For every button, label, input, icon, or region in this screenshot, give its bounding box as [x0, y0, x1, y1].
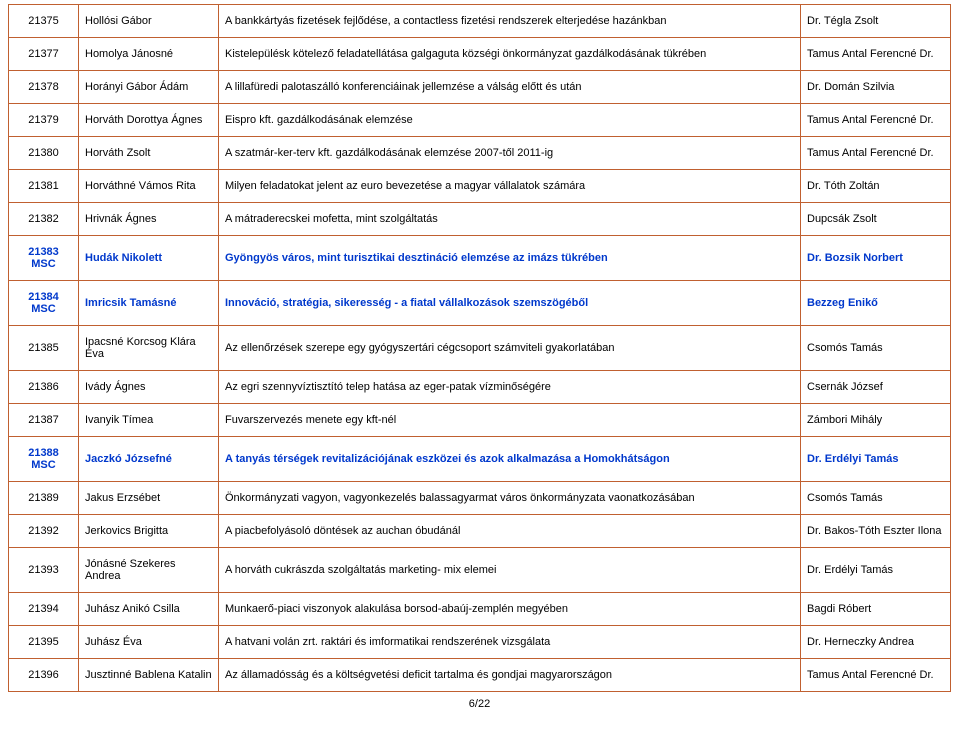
row-name: Ipacsné Korcsog Klára Éva: [79, 326, 219, 371]
row-name: Jónásné Szekeres Andrea: [79, 548, 219, 593]
row-id: 21375: [9, 5, 79, 38]
row-name: Horváth Zsolt: [79, 137, 219, 170]
table-row: 21387Ivanyik TímeaFuvarszervezés menete …: [9, 404, 951, 437]
row-name: Hollósi Gábor: [79, 5, 219, 38]
row-title: A hatvani volán zrt. raktári és imformat…: [219, 626, 801, 659]
row-title: A bankkártyás fizetések fejlődése, a con…: [219, 5, 801, 38]
row-name: Horányi Gábor Ádám: [79, 71, 219, 104]
table-row: 21377Homolya JánosnéKistelepülésk kötele…: [9, 38, 951, 71]
row-supervisor: Dr. Tóth Zoltán: [801, 170, 951, 203]
row-name: Jakus Erzsébet: [79, 482, 219, 515]
row-supervisor: Tamus Antal Ferencné Dr.: [801, 104, 951, 137]
row-supervisor: Tamus Antal Ferencné Dr.: [801, 659, 951, 692]
table-row: 21389Jakus ErzsébetÖnkormányzati vagyon,…: [9, 482, 951, 515]
row-name: Jaczkó Józsefné: [79, 437, 219, 482]
row-name: Juhász Éva: [79, 626, 219, 659]
row-title: Az ellenőrzések szerepe egy gyógyszertár…: [219, 326, 801, 371]
row-id: 21394: [9, 593, 79, 626]
table-row: 21381Horváthné Vámos RitaMilyen feladato…: [9, 170, 951, 203]
row-supervisor: Dr. Bozsik Norbert: [801, 236, 951, 281]
row-supervisor: Dr. Erdélyi Tamás: [801, 548, 951, 593]
row-supervisor: Dr. Herneczky Andrea: [801, 626, 951, 659]
table-row: 21382Hrivnák ÁgnesA mátraderecskei mofet…: [9, 203, 951, 236]
row-id: 21393: [9, 548, 79, 593]
row-name: Juhász Anikó Csilla: [79, 593, 219, 626]
row-title: Az államadósság és a költségvetési defic…: [219, 659, 801, 692]
row-id: 21381: [9, 170, 79, 203]
row-title: A lillafüredi palotaszálló konferenciáin…: [219, 71, 801, 104]
page-number: 6/22: [8, 698, 951, 710]
table-row: 21380Horváth ZsoltA szatmár-ker-terv kft…: [9, 137, 951, 170]
row-id: 21382: [9, 203, 79, 236]
row-name: Imricsik Tamásné: [79, 281, 219, 326]
row-title: A tanyás térségek revitalizációjának esz…: [219, 437, 801, 482]
row-supervisor: Csernák József: [801, 371, 951, 404]
row-title: A szatmár-ker-terv kft. gazdálkodásának …: [219, 137, 801, 170]
row-title: A mátraderecskei mofetta, mint szolgálta…: [219, 203, 801, 236]
row-title: Eispro kft. gazdálkodásának elemzése: [219, 104, 801, 137]
row-name: Homolya Jánosné: [79, 38, 219, 71]
table-row: 21379Horváth Dorottya ÁgnesEispro kft. g…: [9, 104, 951, 137]
row-name: Hudák Nikolett: [79, 236, 219, 281]
row-supervisor: Dupcsák Zsolt: [801, 203, 951, 236]
row-supervisor: Csomós Tamás: [801, 326, 951, 371]
row-id: 21396: [9, 659, 79, 692]
table-row: 21375Hollósi GáborA bankkártyás fizetése…: [9, 5, 951, 38]
row-title: Önkormányzati vagyon, vagyonkezelés bala…: [219, 482, 801, 515]
row-supervisor: Dr. Domán Szilvia: [801, 71, 951, 104]
table-row: 21394Juhász Anikó CsillaMunkaerő-piaci v…: [9, 593, 951, 626]
row-name: Jerkovics Brigitta: [79, 515, 219, 548]
table-row: 21378Horányi Gábor ÁdámA lillafüredi pal…: [9, 71, 951, 104]
row-title: Milyen feladatokat jelent az euro beveze…: [219, 170, 801, 203]
row-title: A piacbefolyásoló döntések az auchan óbu…: [219, 515, 801, 548]
row-id: 21380: [9, 137, 79, 170]
row-supervisor: Tamus Antal Ferencné Dr.: [801, 137, 951, 170]
row-title: Kistelepülésk kötelező feladatellátása g…: [219, 38, 801, 71]
table-row: 21395Juhász ÉvaA hatvani volán zrt. rakt…: [9, 626, 951, 659]
row-title: Innováció, stratégia, sikeresség - a fia…: [219, 281, 801, 326]
row-id: 21388 MSC: [9, 437, 79, 482]
row-id: 21379: [9, 104, 79, 137]
table-row: 21396Jusztinné Bablena KatalinAz államad…: [9, 659, 951, 692]
row-supervisor: Bezzeg Enikő: [801, 281, 951, 326]
row-supervisor: Zámbori Mihály: [801, 404, 951, 437]
row-title: Fuvarszervezés menete egy kft-nél: [219, 404, 801, 437]
table-row: 21392Jerkovics BrigittaA piacbefolyásoló…: [9, 515, 951, 548]
row-title: Az egri szennyvíztisztító telep hatása a…: [219, 371, 801, 404]
row-supervisor: Dr. Tégla Zsolt: [801, 5, 951, 38]
row-id: 21395: [9, 626, 79, 659]
table-row: 21383 MSCHudák NikolettGyöngyös város, m…: [9, 236, 951, 281]
table-row: 21384 MSCImricsik TamásnéInnováció, stra…: [9, 281, 951, 326]
table-row: 21388 MSCJaczkó JózsefnéA tanyás térsége…: [9, 437, 951, 482]
row-title: Gyöngyös város, mint turisztikai desztin…: [219, 236, 801, 281]
row-supervisor: Csomós Tamás: [801, 482, 951, 515]
row-name: Jusztinné Bablena Katalin: [79, 659, 219, 692]
row-supervisor: Bagdi Róbert: [801, 593, 951, 626]
table-row: 21385Ipacsné Korcsog Klára ÉvaAz ellenőr…: [9, 326, 951, 371]
row-id: 21389: [9, 482, 79, 515]
row-id: 21385: [9, 326, 79, 371]
row-supervisor: Dr. Erdélyi Tamás: [801, 437, 951, 482]
row-id: 21377: [9, 38, 79, 71]
row-id: 21383 MSC: [9, 236, 79, 281]
row-id: 21384 MSC: [9, 281, 79, 326]
row-id: 21387: [9, 404, 79, 437]
row-supervisor: Tamus Antal Ferencné Dr.: [801, 38, 951, 71]
row-supervisor: Dr. Bakos-Tóth Eszter Ilona: [801, 515, 951, 548]
row-id: 21386: [9, 371, 79, 404]
table-row: 21393Jónásné Szekeres AndreaA horváth cu…: [9, 548, 951, 593]
row-name: Horváthné Vámos Rita: [79, 170, 219, 203]
row-title: Munkaerő-piaci viszonyok alakulása borso…: [219, 593, 801, 626]
row-name: Horváth Dorottya Ágnes: [79, 104, 219, 137]
row-name: Ivády Ágnes: [79, 371, 219, 404]
row-name: Ivanyik Tímea: [79, 404, 219, 437]
row-title: A horváth cukrászda szolgáltatás marketi…: [219, 548, 801, 593]
row-name: Hrivnák Ágnes: [79, 203, 219, 236]
table-row: 21386Ivády ÁgnesAz egri szennyvíztisztít…: [9, 371, 951, 404]
row-id: 21392: [9, 515, 79, 548]
row-id: 21378: [9, 71, 79, 104]
thesis-table: 21375Hollósi GáborA bankkártyás fizetése…: [8, 4, 951, 692]
